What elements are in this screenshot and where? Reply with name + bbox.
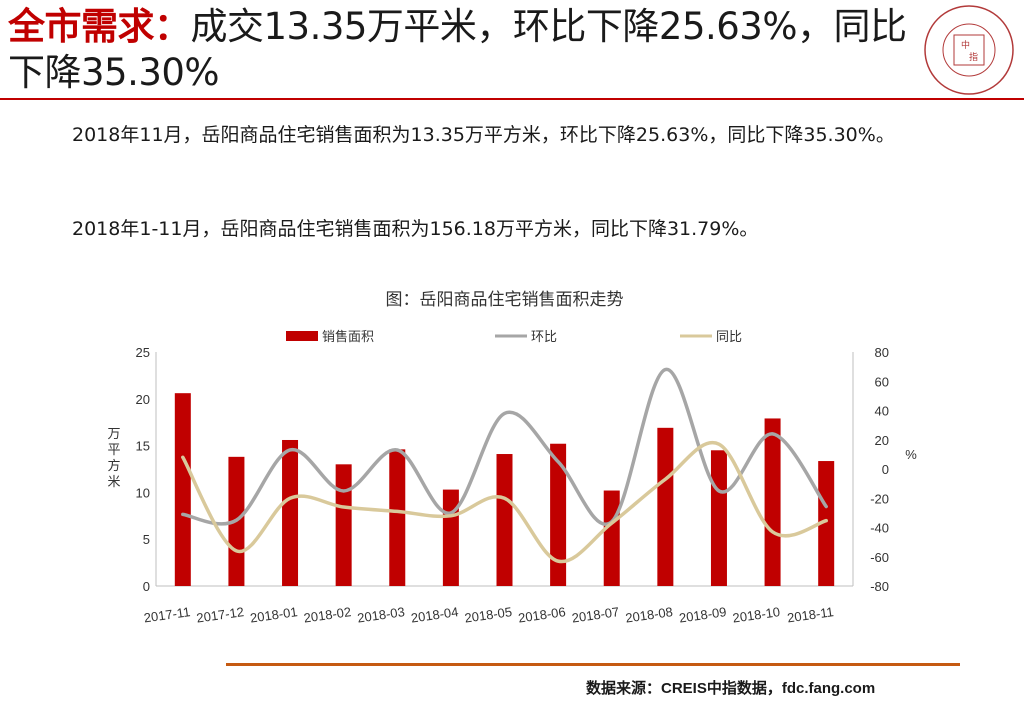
legend-label-1: 环比 <box>531 329 557 344</box>
x-tick-label: 2018-02 <box>303 604 352 625</box>
data-source: 数据来源：CREIS中指数据，fdc.fang.com <box>586 680 876 697</box>
y-tick-label: 10 <box>136 485 150 500</box>
x-tick-label: 2018-07 <box>571 604 620 625</box>
bar-2018-04 <box>442 489 459 586</box>
chart-title: 图：岳阳商品住宅销售面积走势 <box>386 290 624 309</box>
y-axis-label-char: 万 <box>107 426 120 441</box>
x-tick-label: 2018-09 <box>678 604 727 625</box>
line-series-0 <box>181 367 828 526</box>
china-index-academy-logo: 中 指 <box>924 5 1014 95</box>
y2-tick-label: 60 <box>875 374 889 389</box>
legend-label-2: 同比 <box>716 329 742 344</box>
y-tick-label: 5 <box>143 532 150 547</box>
bar-2018-02 <box>335 464 352 586</box>
page-title-accent: 全市需求： <box>8 5 191 48</box>
legend-swatch-0 <box>286 331 318 341</box>
y2-tick-label: 0 <box>882 462 889 477</box>
y2-tick-label: 40 <box>875 404 889 419</box>
bar-2018-03 <box>389 449 406 586</box>
title-divider <box>0 98 1024 100</box>
bar-2018-05 <box>496 454 513 586</box>
logo-center-bottom: 指 <box>969 51 978 63</box>
y2-tick-label: -40 <box>870 521 889 536</box>
bar-2018-08 <box>657 427 674 586</box>
y2-tick-label: -60 <box>870 550 889 565</box>
paragraph-ytd: 2018年1-11月，岳阳商品住宅销售面积为156.18万平方米，同比下降31.… <box>72 218 759 240</box>
x-tick-label: 2018-11 <box>786 604 834 625</box>
paragraph-monthly: 2018年11月，岳阳商品住宅销售面积为13.35万平方米，环比下降25.63%… <box>72 124 895 146</box>
y-axis-label-char: 平 <box>107 442 120 457</box>
legend-label-0: 销售面积 <box>322 329 374 344</box>
x-tick-label: 2018-01 <box>249 604 298 625</box>
x-tick-label: 2018-04 <box>410 604 459 625</box>
y2-tick-label: -20 <box>870 491 889 506</box>
x-tick-label: 2017-12 <box>195 604 244 625</box>
y-axis-label-char: 方 <box>107 458 120 473</box>
x-tick-label: 2018-06 <box>517 604 566 625</box>
x-tick-label: 2018-08 <box>624 604 673 625</box>
y-tick-label: 15 <box>136 439 150 454</box>
y2-tick-label: 20 <box>875 433 889 448</box>
y2-tick-label: -80 <box>870 579 889 594</box>
x-tick-label: 2018-10 <box>732 604 781 625</box>
y-axis-label-char: 米 <box>107 474 120 489</box>
x-tick-label: 2018-05 <box>464 604 513 625</box>
footer-divider <box>226 663 960 666</box>
bar-2018-01 <box>282 439 299 586</box>
y2-tick-label: 80 <box>875 345 889 360</box>
bar-2018-10 <box>764 418 781 586</box>
page-title-text: 成交13.35万平米，环比下降25.63%，同比下降35.30% <box>8 5 907 94</box>
line-series-1 <box>181 440 828 564</box>
x-tick-label: 2017-11 <box>143 604 191 625</box>
bar-2018-07 <box>603 490 620 586</box>
bar-2018-06 <box>550 443 567 586</box>
logo-center-top: 中 <box>961 39 970 51</box>
page-title: 全市需求：成交13.35万平米，环比下降25.63%，同比下降35.30% <box>8 4 908 96</box>
y-tick-label: 25 <box>136 345 150 360</box>
bar-2018-11 <box>818 461 835 586</box>
y2-axis-label: % <box>905 447 917 462</box>
y-tick-label: 0 <box>143 579 150 594</box>
bar-2018-09 <box>710 450 727 586</box>
bar-2017-11 <box>174 393 191 586</box>
y-tick-label: 20 <box>136 392 150 407</box>
x-tick-label: 2018-03 <box>356 604 405 625</box>
